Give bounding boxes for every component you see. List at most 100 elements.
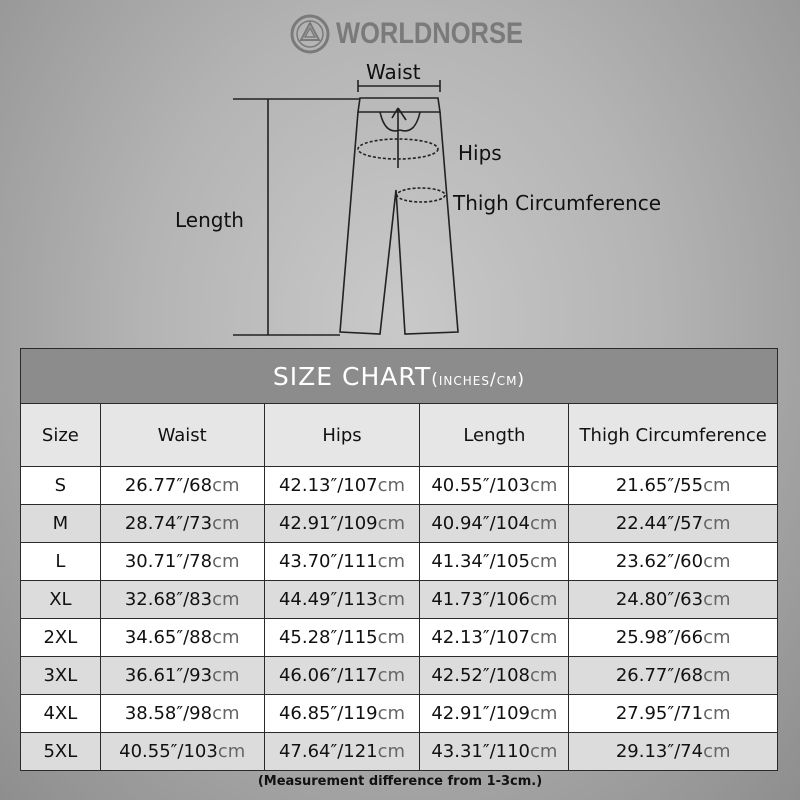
- measurement-cell: 26.77″/68cm: [99, 466, 265, 505]
- value-text: 44.49″/113: [278, 589, 378, 610]
- measurement-cell: 36.61″/93cm: [99, 656, 265, 695]
- unit-text: cm: [530, 513, 558, 534]
- table-row: 5XL 40.55″/103cm 47.64″/121cm 43.31″/110cm 2…: [20, 732, 778, 771]
- value-text: 26.77″/68: [615, 665, 704, 686]
- table-row: L 30.71″/78cm 43.70″/111cm 41.34″/105cm 23.6…: [20, 542, 778, 581]
- value-text: 43.70″/111: [278, 551, 378, 572]
- measurement-cell: 44.49″/113cm: [263, 580, 421, 619]
- value-text: 42.52″/108: [431, 665, 531, 686]
- value-text: 42.13″/107: [431, 627, 531, 648]
- measurement-cell: 32.68″/83cm: [99, 580, 265, 619]
- unit-text: cm: [377, 589, 406, 610]
- measurement-cell: 30.71″/78cm: [99, 542, 265, 581]
- size-cell: L: [20, 542, 101, 581]
- unit-text: cm: [530, 589, 558, 610]
- unit-text: cm: [530, 703, 558, 724]
- value-text: 32.68″/83: [124, 589, 213, 610]
- measurement-cell: 42.52″/108cm: [419, 656, 570, 695]
- measurement-cell: 47.64″/121cm: [263, 732, 421, 771]
- unit-text: cm: [377, 627, 406, 648]
- unit-text: cm: [377, 703, 406, 724]
- unit-text: cm: [703, 703, 731, 724]
- unit-text: cm: [212, 703, 240, 724]
- value-text: 26.77″/68: [124, 475, 213, 496]
- unit-text: cm: [703, 665, 731, 686]
- measurement-cell: 42.91″/109cm: [263, 504, 421, 543]
- unit-text: cm: [212, 665, 240, 686]
- value-text: 40.94″/104: [431, 513, 531, 534]
- brand-logo: WORLDNORSE: [290, 14, 556, 54]
- hips-label: Hips: [458, 141, 502, 165]
- waist-label: Waist: [366, 60, 421, 84]
- unit-text: cm: [212, 627, 240, 648]
- size-cell: M: [20, 504, 101, 543]
- value-text: 41.34″/105: [431, 551, 531, 572]
- measurement-cell: 22.44″/57cm: [568, 504, 778, 543]
- measurement-cell: 42.13″/107cm: [263, 466, 421, 505]
- value-text: 41.73″/106: [431, 589, 531, 610]
- unit-text: cm: [530, 551, 558, 572]
- size-cell: 3XL: [20, 656, 101, 695]
- value-text: 42.91″/109: [431, 703, 531, 724]
- size-chart-table: SIZE CHART(inches/cm) Size Waist Hips Lengt…: [20, 348, 778, 771]
- value-text: 27.95″/71: [615, 703, 704, 724]
- table-row: XL 32.68″/83cm 44.49″/113cm 41.73″/106cm 24.…: [20, 580, 778, 619]
- measurement-cell: 42.91″/109cm: [419, 694, 570, 733]
- value-text: 24.80″/63: [615, 589, 704, 610]
- size-cell: 4XL: [20, 694, 101, 733]
- measurement-cell: 42.13″/107cm: [419, 618, 570, 657]
- size-cell: S: [20, 466, 101, 505]
- table-row: S 26.77″/68cm 42.13″/107cm 40.55″/103cm 21.6…: [20, 466, 778, 505]
- measurement-note: (Measurement difference from 1-3cm.): [257, 774, 543, 789]
- unit-text: cm: [212, 513, 240, 534]
- value-text: 46.85″/119: [278, 703, 378, 724]
- value-text: 30.71″/78: [124, 551, 213, 572]
- brand-name: WORLDNORSE: [336, 17, 523, 50]
- unit-text: cm: [377, 665, 406, 686]
- measurement-cell: 38.58″/98cm: [99, 694, 265, 733]
- measurement-cell: 28.74″/73cm: [99, 504, 265, 543]
- value-text: 43.31″/110: [431, 741, 531, 762]
- column-header: Thigh Circumference: [568, 403, 778, 467]
- value-text: 42.13″/107: [278, 475, 378, 496]
- value-text: 40.55″/103: [119, 741, 218, 762]
- column-header: Length: [419, 403, 570, 467]
- table-row: 2XL 34.65″/88cm 45.28″/115cm 42.13″/107cm 25…: [20, 618, 778, 657]
- value-text: 40.55″/103: [431, 475, 531, 496]
- value-text: 34.65″/88: [124, 627, 213, 648]
- measurement-cell: 43.31″/110cm: [419, 732, 570, 771]
- unit-text: cm: [703, 551, 731, 572]
- unit-text: cm: [530, 741, 558, 762]
- measurement-cell: 24.80″/63cm: [568, 580, 778, 619]
- unit-text: cm: [212, 551, 240, 572]
- pants-diagram: [233, 80, 459, 336]
- value-text: 47.64″/121: [278, 741, 378, 762]
- thigh-label: Thigh Circumference: [453, 191, 662, 215]
- measurement-cell: 41.73″/106cm: [419, 580, 570, 619]
- measurement-cell: 25.98″/66cm: [568, 618, 778, 657]
- measurement-cell: 40.94″/104cm: [419, 504, 570, 543]
- measurement-cell: 27.95″/71cm: [568, 694, 778, 733]
- unit-text: cm: [703, 741, 731, 762]
- unit-text: cm: [212, 475, 240, 496]
- value-text: 42.91″/109: [278, 513, 378, 534]
- value-text: 38.58″/98: [124, 703, 213, 724]
- unit-text: cm: [217, 741, 246, 762]
- measurement-cell: 46.06″/117cm: [263, 656, 421, 695]
- value-text: 46.06″/117: [278, 665, 378, 686]
- measurement-cell: 43.70″/111cm: [263, 542, 421, 581]
- size-cell: 5XL: [20, 732, 101, 771]
- value-text: 29.13″/74: [615, 741, 704, 762]
- value-text: 45.28″/115: [278, 627, 378, 648]
- title-unit: (inches/cm): [431, 369, 526, 390]
- unit-text: cm: [530, 627, 558, 648]
- unit-text: cm: [530, 475, 558, 496]
- measurement-cell: 46.85″/119cm: [263, 694, 421, 733]
- column-header: Hips: [263, 403, 421, 467]
- measurement-cell: 34.65″/88cm: [99, 618, 265, 657]
- unit-text: cm: [377, 741, 406, 762]
- unit-text: cm: [377, 551, 406, 572]
- measurement-cell: 29.13″/74cm: [568, 732, 778, 771]
- unit-text: cm: [703, 589, 731, 610]
- title-text: SIZE CHART: [272, 361, 432, 391]
